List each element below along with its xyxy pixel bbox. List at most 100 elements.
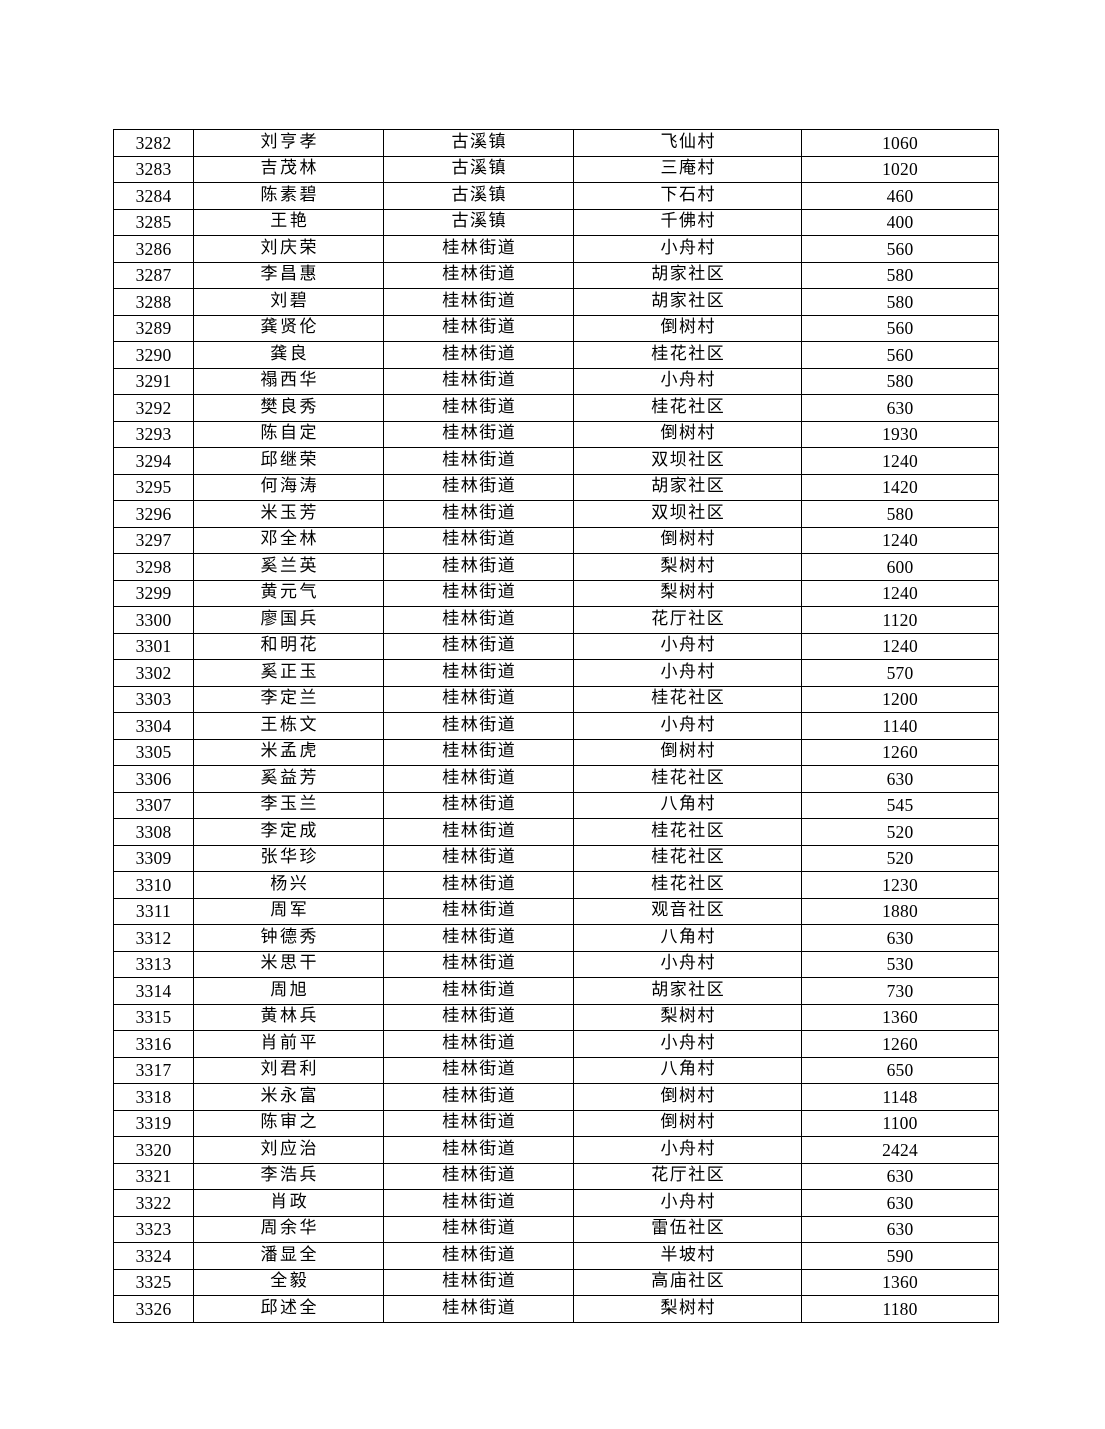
cell-village-community: 小舟村 [573, 632, 802, 660]
cell-person-name: 刘庆荣 [193, 235, 384, 263]
cell-person-name: 奚益芳 [193, 765, 384, 793]
cell-amount: 560 [801, 314, 999, 342]
cell-town-street: 桂林街道 [383, 659, 574, 687]
cell-village-community: 半坡村 [573, 1242, 802, 1270]
table-row: 3296 米玉芳 桂林街道 双坝社区 580 [113, 500, 999, 528]
cell-serial-number: 3312 [113, 924, 194, 952]
cell-village-community: 胡家社区 [573, 977, 802, 1005]
cell-village-community: 梨树村 [573, 579, 802, 607]
cell-town-street: 古溪镇 [383, 208, 574, 236]
cell-person-name: 邓全林 [193, 526, 384, 554]
cell-amount: 460 [801, 182, 999, 210]
cell-amount: 1240 [801, 447, 999, 475]
cell-serial-number: 3283 [113, 155, 194, 183]
cell-town-street: 桂林街道 [383, 1162, 574, 1190]
cell-person-name: 周军 [193, 897, 384, 925]
roster-table-container: 3282 刘亨孝 古溪镇 飞仙村 1060 3283 吉茂林 古溪镇 三庵村 1020 3284 陈素… [113, 129, 999, 1323]
cell-serial-number: 3316 [113, 1030, 194, 1058]
cell-person-name: 和明花 [193, 632, 384, 660]
cell-serial-number: 3321 [113, 1162, 194, 1190]
table-row: 3300 廖国兵 桂林街道 花厅社区 1120 [113, 606, 999, 634]
cell-person-name: 黄林兵 [193, 1003, 384, 1031]
cell-person-name: 周旭 [193, 977, 384, 1005]
table-row: 3321 李浩兵 桂林街道 花厅社区 630 [113, 1162, 999, 1190]
cell-serial-number: 3285 [113, 208, 194, 236]
table-row: 3312 钟德秀 桂林街道 八角村 630 [113, 924, 999, 952]
table-row: 3309 张华珍 桂林街道 桂花社区 520 [113, 844, 999, 872]
cell-town-street: 桂林街道 [383, 712, 574, 740]
cell-person-name: 李定兰 [193, 685, 384, 713]
cell-village-community: 梨树村 [573, 553, 802, 581]
cell-serial-number: 3295 [113, 473, 194, 501]
cell-person-name: 陈自定 [193, 420, 384, 448]
table-row: 3322 肖政 桂林街道 小舟村 630 [113, 1189, 999, 1217]
cell-person-name: 李定成 [193, 818, 384, 846]
cell-amount: 1240 [801, 632, 999, 660]
table-row: 3299 黄元气 桂林街道 梨树村 1240 [113, 579, 999, 607]
cell-town-street: 桂林街道 [383, 473, 574, 501]
cell-town-street: 桂林街道 [383, 632, 574, 660]
cell-serial-number: 3292 [113, 394, 194, 422]
cell-town-street: 桂林街道 [383, 765, 574, 793]
table-row: 3289 龚贤伦 桂林街道 倒树村 560 [113, 314, 999, 342]
table-row: 3286 刘庆荣 桂林街道 小舟村 560 [113, 235, 999, 263]
cell-village-community: 八角村 [573, 791, 802, 819]
cell-serial-number: 3299 [113, 579, 194, 607]
cell-person-name: 黄元气 [193, 579, 384, 607]
cell-serial-number: 3300 [113, 606, 194, 634]
cell-amount: 1360 [801, 1268, 999, 1296]
cell-amount: 1880 [801, 897, 999, 925]
cell-village-community: 倒树村 [573, 1083, 802, 1111]
cell-person-name: 刘碧 [193, 288, 384, 316]
cell-town-street: 桂林街道 [383, 394, 574, 422]
cell-amount: 580 [801, 500, 999, 528]
cell-village-community: 花厅社区 [573, 606, 802, 634]
cell-town-street: 桂林街道 [383, 235, 574, 263]
cell-village-community: 小舟村 [573, 1189, 802, 1217]
cell-village-community: 小舟村 [573, 1136, 802, 1164]
cell-amount: 1060 [801, 129, 999, 157]
table-row: 3323 周余华 桂林街道 雷伍社区 630 [113, 1215, 999, 1243]
cell-village-community: 飞仙村 [573, 129, 802, 157]
cell-town-street: 桂林街道 [383, 553, 574, 581]
cell-amount: 560 [801, 235, 999, 263]
cell-amount: 1140 [801, 712, 999, 740]
cell-town-street: 桂林街道 [383, 341, 574, 369]
cell-town-street: 桂林街道 [383, 1295, 574, 1323]
cell-person-name: 肖政 [193, 1189, 384, 1217]
table-row: 3317 刘君利 桂林街道 八角村 650 [113, 1056, 999, 1084]
cell-serial-number: 3284 [113, 182, 194, 210]
table-row: 3301 和明花 桂林街道 小舟村 1240 [113, 632, 999, 660]
cell-person-name: 奚正玉 [193, 659, 384, 687]
cell-village-community: 桂花社区 [573, 765, 802, 793]
cell-village-community: 胡家社区 [573, 473, 802, 501]
cell-serial-number: 3306 [113, 765, 194, 793]
cell-town-street: 桂林街道 [383, 1030, 574, 1058]
cell-person-name: 李昌惠 [193, 261, 384, 289]
table-row: 3316 肖前平 桂林街道 小舟村 1260 [113, 1030, 999, 1058]
cell-serial-number: 3309 [113, 844, 194, 872]
cell-serial-number: 3320 [113, 1136, 194, 1164]
cell-amount: 1100 [801, 1109, 999, 1137]
cell-amount: 1020 [801, 155, 999, 183]
cell-village-community: 桂花社区 [573, 394, 802, 422]
cell-village-community: 桂花社区 [573, 818, 802, 846]
cell-person-name: 陈素碧 [193, 182, 384, 210]
cell-amount: 580 [801, 288, 999, 316]
cell-serial-number: 3291 [113, 367, 194, 395]
cell-amount: 630 [801, 1215, 999, 1243]
cell-village-community: 胡家社区 [573, 261, 802, 289]
cell-serial-number: 3314 [113, 977, 194, 1005]
table-row: 3284 陈素碧 古溪镇 下石村 460 [113, 182, 999, 210]
cell-person-name: 全毅 [193, 1268, 384, 1296]
cell-village-community: 桂花社区 [573, 685, 802, 713]
cell-town-street: 桂林街道 [383, 500, 574, 528]
cell-town-street: 桂林街道 [383, 897, 574, 925]
cell-town-street: 桂林街道 [383, 738, 574, 766]
cell-amount: 1360 [801, 1003, 999, 1031]
cell-serial-number: 3293 [113, 420, 194, 448]
cell-person-name: 奚兰英 [193, 553, 384, 581]
cell-serial-number: 3298 [113, 553, 194, 581]
cell-town-street: 古溪镇 [383, 182, 574, 210]
cell-serial-number: 3307 [113, 791, 194, 819]
